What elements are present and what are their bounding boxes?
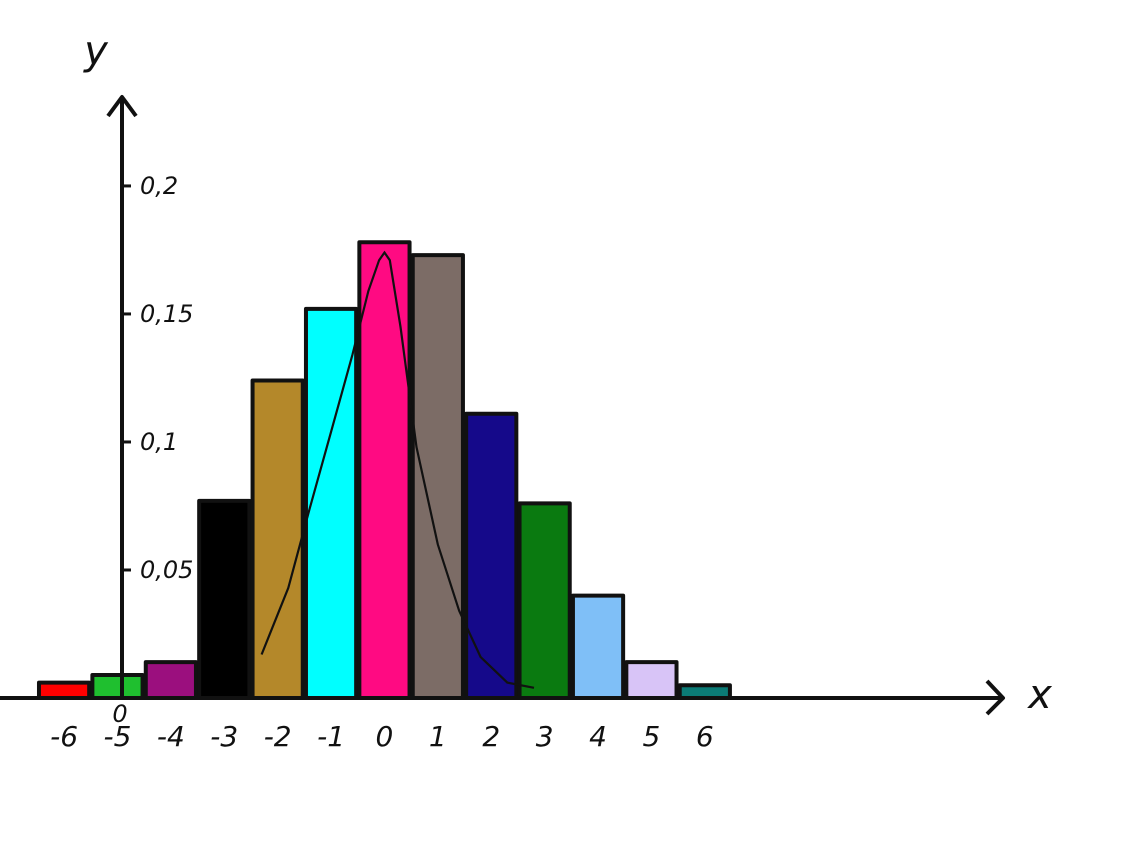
x-tick-label: 2: [482, 720, 500, 753]
y-axis-arrow: [106, 95, 138, 118]
x-tick-label: 6: [696, 720, 714, 753]
bar-0: [357, 240, 412, 700]
x-axis-arrow: [985, 679, 1005, 716]
x-tick-label: -1: [317, 720, 345, 753]
y-axis-label: y: [83, 28, 109, 74]
bar-5: [624, 660, 679, 700]
bar--3: [197, 498, 252, 700]
y-tick-label: 0,2: [140, 172, 178, 200]
x-tick-label: 0: [376, 720, 394, 753]
x-tick-label: -4: [157, 720, 185, 753]
bar--6: [36, 680, 92, 700]
bar-3: [517, 501, 572, 701]
y-tick-label: 0,15: [140, 300, 193, 328]
x-tick-label: 1: [429, 720, 447, 753]
density-curve: [260, 250, 535, 689]
origin-label: 0: [112, 700, 127, 728]
bar-4: [570, 593, 626, 700]
y-ticks-group: 0,05 0,1 0,15 0,2: [122, 172, 193, 584]
bar--4: [143, 660, 198, 700]
x-tick-label: 5: [643, 720, 661, 753]
x-axis: x: [0, 672, 1052, 718]
x-axis-label: x: [1026, 672, 1052, 718]
x-tick-label: 3: [536, 720, 554, 753]
y-axis: y: [83, 28, 138, 700]
bar-2: [464, 411, 519, 700]
bar-1: [410, 253, 465, 700]
x-tick-label: -6: [50, 720, 78, 753]
bar--2: [250, 378, 305, 700]
bars-group: [36, 240, 732, 701]
x-ticks-group: -6 -5 -4 -3 -2 -1 0 1 2 3 4 5 6: [50, 720, 714, 753]
y-tick-label: 0,1: [140, 428, 178, 456]
y-tick-label: 0,05: [140, 556, 193, 584]
x-tick-label: 4: [589, 720, 607, 753]
x-tick-label: -3: [210, 720, 238, 753]
x-tick-label: -2: [264, 720, 292, 753]
x-tick-label: -5: [104, 720, 132, 753]
bar--5: [90, 672, 145, 701]
